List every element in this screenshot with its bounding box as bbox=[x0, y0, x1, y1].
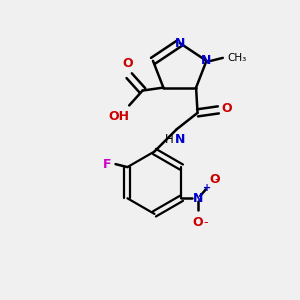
Text: O: O bbox=[122, 57, 133, 70]
Text: -: - bbox=[203, 216, 208, 229]
Text: O: O bbox=[221, 102, 232, 115]
Text: N: N bbox=[175, 37, 185, 50]
Text: N: N bbox=[201, 54, 212, 67]
Text: O: O bbox=[193, 216, 203, 229]
Text: OH: OH bbox=[108, 110, 129, 123]
Text: N: N bbox=[193, 192, 203, 205]
Text: +: + bbox=[203, 183, 211, 193]
Text: CH₃: CH₃ bbox=[227, 53, 247, 63]
Text: O: O bbox=[210, 173, 220, 186]
Text: N: N bbox=[175, 133, 185, 146]
Text: -: - bbox=[215, 173, 219, 186]
Text: F: F bbox=[103, 158, 111, 171]
Text: H: H bbox=[164, 133, 173, 146]
